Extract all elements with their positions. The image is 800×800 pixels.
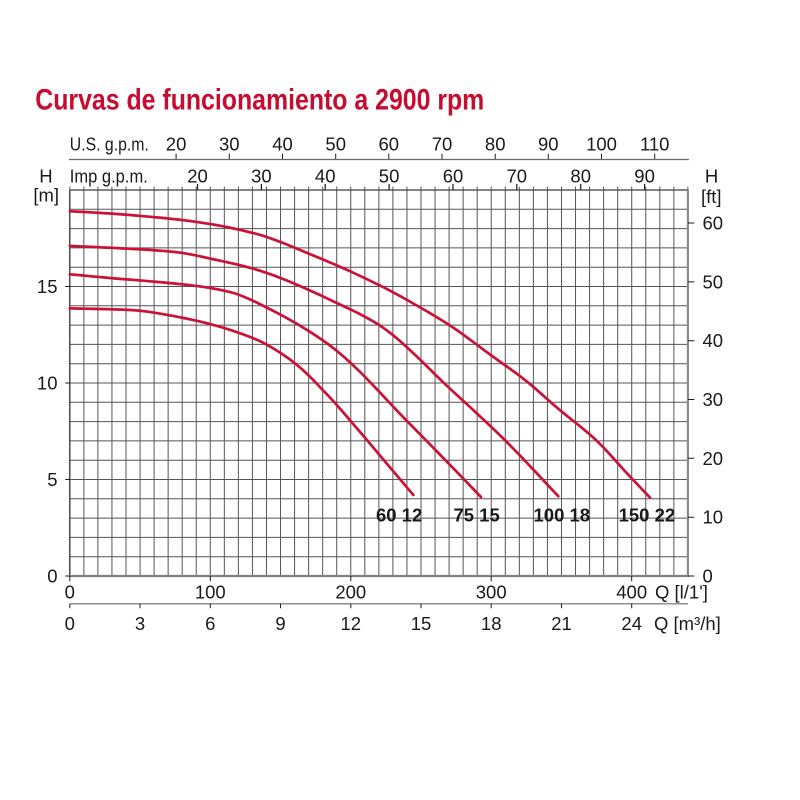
svg-text:60 12: 60 12 (376, 505, 422, 526)
svg-text:200: 200 (335, 581, 366, 602)
svg-text:75 15: 75 15 (453, 505, 499, 526)
svg-text:60: 60 (443, 165, 464, 186)
svg-text:70: 70 (432, 134, 453, 155)
svg-text:0: 0 (703, 566, 713, 587)
svg-text:H: H (705, 165, 718, 186)
svg-text:80: 80 (570, 165, 591, 186)
svg-text:40: 40 (703, 330, 724, 351)
svg-text:12: 12 (341, 613, 362, 634)
svg-text:40: 40 (272, 134, 293, 155)
svg-text:0: 0 (47, 566, 57, 587)
svg-text:0: 0 (65, 613, 75, 634)
svg-text:150 22: 150 22 (619, 505, 676, 526)
svg-text:110: 110 (640, 134, 670, 155)
svg-text:[m]: [m] (33, 185, 59, 206)
svg-text:Imp g.p.m.: Imp g.p.m. (70, 165, 148, 186)
svg-text:20: 20 (166, 134, 187, 155)
svg-text:24: 24 (621, 613, 642, 634)
svg-text:50: 50 (703, 271, 724, 292)
svg-text:5: 5 (47, 469, 57, 490)
svg-text:9: 9 (275, 613, 285, 634)
svg-text:90: 90 (634, 165, 655, 186)
svg-text:Q [l/1']: Q [l/1'] (655, 581, 708, 602)
svg-text:10: 10 (703, 507, 724, 528)
svg-text:Q [m³/h]: Q [m³/h] (654, 613, 721, 634)
svg-text:30: 30 (703, 389, 724, 410)
svg-text:15: 15 (411, 613, 432, 634)
svg-text:20: 20 (703, 448, 724, 469)
svg-text:20: 20 (187, 165, 208, 186)
svg-text:0: 0 (65, 581, 75, 602)
svg-text:100: 100 (586, 134, 617, 155)
svg-text:50: 50 (325, 134, 346, 155)
svg-text:100: 100 (195, 581, 226, 602)
svg-text:15: 15 (37, 276, 58, 297)
svg-text:40: 40 (315, 165, 336, 186)
svg-text:60: 60 (379, 134, 400, 155)
svg-text:60: 60 (703, 213, 724, 234)
svg-text:80: 80 (485, 134, 506, 155)
svg-text:U.S. g.p.m.: U.S. g.p.m. (70, 134, 149, 155)
svg-text:18: 18 (481, 613, 502, 634)
svg-text:100 18: 100 18 (534, 505, 591, 526)
svg-text:[ft]: [ft] (701, 186, 722, 207)
svg-text:H: H (39, 165, 52, 186)
svg-text:6: 6 (205, 613, 215, 634)
svg-text:50: 50 (379, 165, 400, 186)
svg-text:400: 400 (616, 581, 647, 602)
svg-text:30: 30 (251, 165, 272, 186)
svg-text:21: 21 (551, 613, 572, 634)
svg-text:30: 30 (219, 134, 240, 155)
svg-text:300: 300 (476, 581, 507, 602)
svg-text:90: 90 (538, 134, 559, 155)
svg-text:10: 10 (37, 373, 58, 394)
svg-text:Curvas de funcionamiento a 290: Curvas de funcionamiento a 2900 rpm (35, 84, 484, 117)
svg-text:3: 3 (135, 613, 145, 634)
svg-text:70: 70 (507, 165, 528, 186)
